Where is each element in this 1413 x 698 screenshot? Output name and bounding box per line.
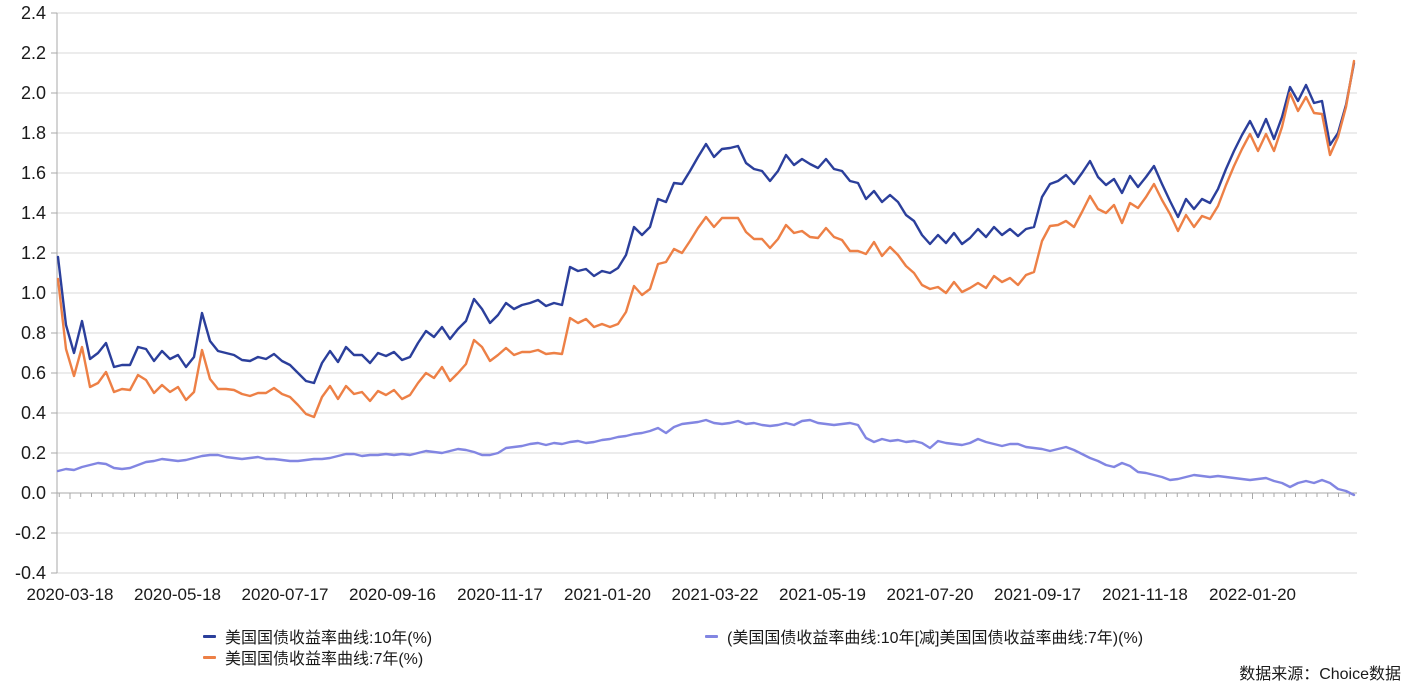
svg-text:2021-03-22: 2021-03-22 — [672, 585, 759, 604]
svg-text:1.2: 1.2 — [21, 243, 46, 263]
svg-text:2021-01-20: 2021-01-20 — [564, 585, 651, 604]
series-line-2 — [56, 418, 1356, 497]
svg-text:0.4: 0.4 — [21, 403, 46, 423]
svg-text:2020-11-17: 2020-11-17 — [457, 585, 543, 604]
svg-text:1.8: 1.8 — [21, 123, 46, 143]
svg-text:2020-07-17: 2020-07-17 — [242, 585, 329, 604]
data-source-label: 数据来源：Choice数据 — [1239, 666, 1401, 683]
svg-text:2020-09-16: 2020-09-16 — [349, 585, 436, 604]
svg-text:0.6: 0.6 — [21, 363, 46, 383]
axis-labels: -0.4 -0.2 0.0 0.2 0.4 0.6 0.8 1.0 1.2 1.4 1.6 1.8 2.… — [15, 3, 1296, 604]
svg-text:2.2: 2.2 — [21, 43, 46, 63]
svg-text:2020-05-18: 2020-05-18 — [134, 585, 221, 604]
svg-text:-0.4: -0.4 — [15, 563, 46, 583]
svg-text:0.2: 0.2 — [21, 443, 46, 463]
svg-text:1.4: 1.4 — [21, 203, 46, 223]
gridlines — [57, 12, 1357, 574]
svg-text:2022-01-20: 2022-01-20 — [1209, 585, 1296, 604]
axes — [51, 12, 1357, 574]
svg-text:0.8: 0.8 — [21, 323, 46, 343]
svg-text:0.0: 0.0 — [21, 483, 46, 503]
svg-text:-0.2: -0.2 — [15, 523, 46, 543]
svg-text:1.0: 1.0 — [21, 283, 46, 303]
svg-text:2020-03-18: 2020-03-18 — [27, 585, 114, 604]
svg-text:2021-09-17: 2021-09-17 — [994, 585, 1081, 604]
svg-text:1.6: 1.6 — [21, 163, 46, 183]
series-line-1 — [56, 59, 1356, 419]
series-line-0 — [56, 61, 1356, 385]
svg-text:2.4: 2.4 — [21, 3, 46, 23]
svg-text:2021-05-19: 2021-05-19 — [779, 585, 866, 604]
svg-text:2021-07-20: 2021-07-20 — [887, 585, 974, 604]
series-lines — [56, 59, 1356, 497]
svg-text:2021-11-18: 2021-11-18 — [1102, 585, 1188, 604]
svg-text:2.0: 2.0 — [21, 83, 46, 103]
